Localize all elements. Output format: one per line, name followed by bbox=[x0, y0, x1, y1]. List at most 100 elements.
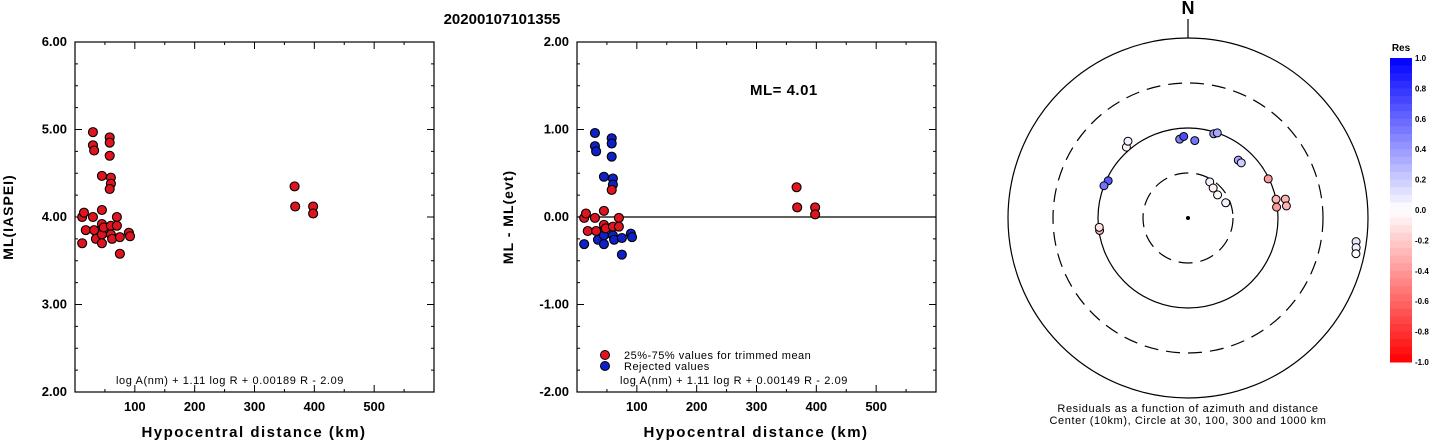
trimmed-point bbox=[613, 212, 624, 223]
colorbar-cell bbox=[1390, 88, 1412, 97]
colorbar-cell bbox=[1390, 255, 1412, 264]
map-caption-line1: Residuals as a function of azimuth and d… bbox=[1057, 403, 1318, 415]
colorbar-cell bbox=[1390, 187, 1412, 196]
figure-title: 20200107101355 bbox=[444, 11, 561, 28]
station-marker bbox=[1179, 131, 1189, 141]
y-tick-label: -1.00 bbox=[539, 297, 569, 312]
data-point bbox=[87, 211, 98, 223]
data-point bbox=[80, 225, 91, 236]
colorbar-cell bbox=[1390, 217, 1412, 226]
colorbar: Res 1.0 0.8 0.6 0.4 0.2 0.0 -0.2 -0.4 -0.6 -0.8 -1… bbox=[1390, 43, 1429, 367]
station-marker bbox=[1351, 249, 1361, 259]
x-tick-label: 400 bbox=[805, 399, 827, 414]
colorbar-cell bbox=[1390, 339, 1412, 348]
x-tick-label: 100 bbox=[626, 399, 648, 414]
y-tick-label: 2.00 bbox=[544, 34, 569, 49]
colorbar-cell bbox=[1390, 286, 1412, 295]
x-tick-label: 200 bbox=[686, 399, 708, 414]
station-markers bbox=[1094, 128, 1361, 259]
panel-ml-iaspei: 2.00 3.00 4.00 5.00 6.00 100 200 300 400 500 ML(… bbox=[0, 34, 435, 441]
station-marker bbox=[1099, 181, 1109, 191]
trimmed-point bbox=[791, 182, 802, 193]
x-tick-label: 300 bbox=[244, 399, 266, 414]
rejected-point bbox=[606, 138, 617, 149]
colorbar-cell bbox=[1390, 210, 1412, 219]
colorbar-tick-label: 0.0 bbox=[1415, 206, 1427, 215]
rejected-point bbox=[626, 232, 638, 243]
data-point bbox=[104, 183, 115, 195]
legend-marker-rejected bbox=[600, 361, 610, 371]
station-marker bbox=[1213, 190, 1223, 200]
ml-value-text: ML= 4.01 bbox=[750, 82, 818, 99]
data-point bbox=[114, 232, 125, 243]
data-point bbox=[111, 211, 122, 223]
colorbar-tick-label: -0.2 bbox=[1415, 236, 1429, 245]
station-marker bbox=[1272, 202, 1282, 212]
map-caption-line2: Center (10km), Circle at 30, 100, 300 an… bbox=[1049, 415, 1326, 427]
y-tick-label: 3.00 bbox=[42, 297, 67, 312]
north-label: N bbox=[1182, 0, 1195, 18]
station-marker bbox=[1281, 201, 1291, 211]
x-tick-label: 300 bbox=[746, 399, 768, 414]
y-axis-label: ML(IASPEI) bbox=[0, 174, 16, 259]
x-tick-label: 400 bbox=[303, 399, 325, 414]
colorbar-cell bbox=[1390, 172, 1412, 181]
y-tick-label: 1.00 bbox=[544, 122, 569, 137]
data-point bbox=[77, 238, 88, 249]
data-points bbox=[77, 127, 319, 259]
colorbar-cell bbox=[1390, 149, 1412, 158]
x-tick-label: 500 bbox=[865, 399, 887, 414]
data-point bbox=[78, 207, 90, 218]
trimmed-point bbox=[580, 208, 592, 219]
y-tick-label: 6.00 bbox=[42, 34, 67, 49]
colorbar-cell bbox=[1390, 263, 1412, 272]
colorbar-cell bbox=[1390, 301, 1412, 310]
colorbar-cell bbox=[1390, 202, 1412, 211]
colorbar-title: Res bbox=[1392, 43, 1411, 54]
station-marker bbox=[1263, 174, 1273, 184]
colorbar-cell bbox=[1390, 324, 1412, 333]
colorbar-cell bbox=[1390, 73, 1412, 82]
ring-300km bbox=[1052, 82, 1324, 354]
trimmed-point bbox=[598, 205, 609, 216]
colorbar-cell bbox=[1390, 126, 1412, 135]
trimmed-point bbox=[792, 202, 803, 213]
colorbar-cells bbox=[1390, 58, 1412, 363]
y-tick-label: 4.00 bbox=[42, 209, 67, 224]
colorbar-cell bbox=[1390, 141, 1412, 150]
plot-frame bbox=[74, 41, 435, 393]
data-points bbox=[579, 127, 821, 260]
data-point bbox=[308, 208, 319, 219]
colorbar-tick-label: -0.8 bbox=[1415, 328, 1429, 337]
data-point bbox=[114, 248, 125, 259]
station-marker bbox=[1271, 194, 1281, 204]
colorbar-cell bbox=[1390, 346, 1412, 355]
colorbar-tick-label: 0.4 bbox=[1415, 145, 1427, 154]
station-marker bbox=[1190, 136, 1200, 146]
colorbar-tick-label: 0.2 bbox=[1415, 176, 1427, 185]
station-marker bbox=[1094, 222, 1104, 232]
colorbar-cell bbox=[1390, 248, 1412, 257]
x-tick-label: 100 bbox=[124, 399, 146, 414]
trimmed-point bbox=[810, 209, 821, 220]
rejected-point bbox=[616, 232, 627, 244]
ring-100km bbox=[1097, 127, 1279, 309]
trimmed-point bbox=[606, 184, 617, 195]
trimmed-point bbox=[613, 221, 624, 232]
ring-30km bbox=[1142, 172, 1234, 264]
x-axis-ticks: 100 200 300 400 500 bbox=[104, 42, 405, 414]
station-marker bbox=[1123, 136, 1133, 146]
colorbar-cell bbox=[1390, 278, 1412, 287]
data-point bbox=[289, 181, 300, 192]
data-point bbox=[111, 220, 122, 231]
trimmed-point bbox=[589, 212, 601, 223]
colorbar-cell bbox=[1390, 331, 1412, 340]
data-point bbox=[104, 150, 115, 161]
colorbar-tick-label: -1.0 bbox=[1415, 358, 1429, 367]
colorbar-cell bbox=[1390, 65, 1412, 74]
panel-residual-map: N Residuals as a function of azimuth and… bbox=[1007, 0, 1369, 427]
colorbar-tick-label: -0.6 bbox=[1415, 297, 1429, 306]
colorbar-cell bbox=[1390, 232, 1412, 241]
rejected-point bbox=[616, 249, 627, 260]
